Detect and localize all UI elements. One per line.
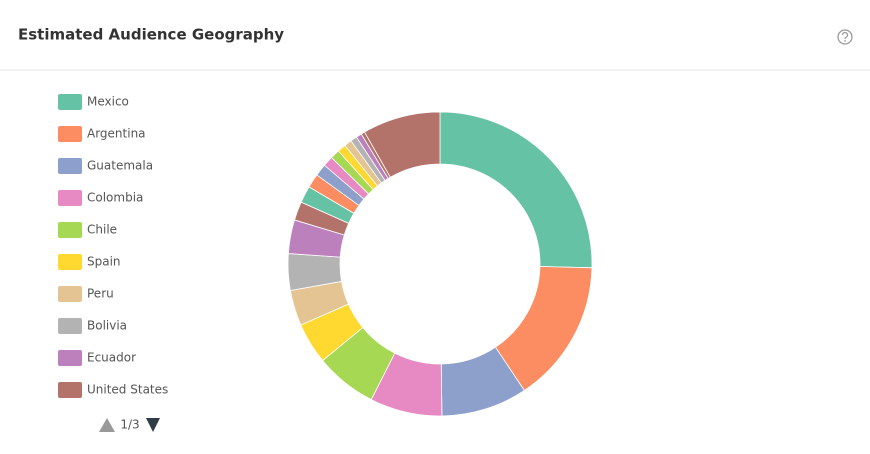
- legend-swatch: [58, 190, 82, 206]
- legend-swatch: [58, 126, 82, 142]
- legend-label: Bolivia: [87, 319, 127, 333]
- legend-label: Guatemala: [87, 159, 153, 173]
- card-title: Estimated Audience Geography: [18, 26, 284, 44]
- legend-label: Colombia: [87, 191, 143, 205]
- legend-swatch: [58, 254, 82, 270]
- slice: [364, 111, 441, 178]
- page-up[interactable]: [99, 418, 115, 432]
- legend-swatch: [58, 382, 82, 398]
- legend-label: United States: [87, 383, 168, 397]
- legend-swatch: [58, 350, 82, 366]
- legend-swatch: [58, 94, 82, 110]
- legend-swatch: [58, 222, 82, 238]
- legend-label: Peru: [87, 287, 114, 301]
- legend-label: Mexico: [87, 95, 129, 109]
- legend-label: Chile: [87, 223, 117, 237]
- legend-swatch: [58, 318, 82, 334]
- legend-label: Spain: [87, 255, 121, 269]
- legend-swatch: [58, 158, 82, 174]
- legend-label: Ecuador: [87, 351, 136, 365]
- legend-swatch: [58, 286, 82, 302]
- page-down[interactable]: [146, 418, 160, 432]
- help-icon[interactable]: [837, 29, 853, 45]
- page-indicator: 1/3: [120, 418, 139, 432]
- legend-label: Argentina: [87, 127, 146, 141]
